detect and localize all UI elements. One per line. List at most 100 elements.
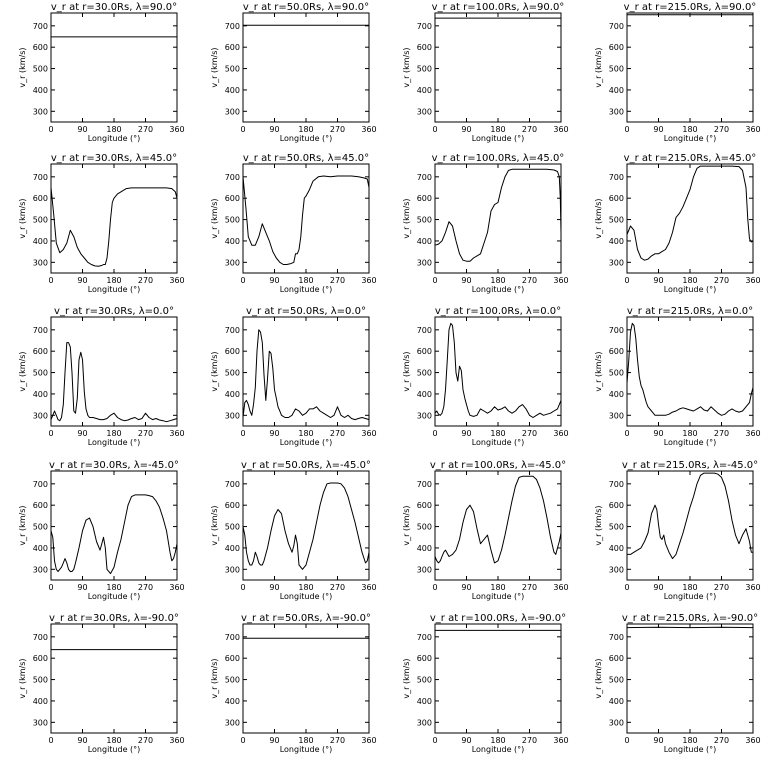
- x-tick-label: 90: [269, 736, 279, 745]
- x-tick-label: 90: [269, 429, 279, 438]
- x-axis-label: Longitude (°): [664, 745, 717, 754]
- subplot-20: v_r at r=215.0Rs, λ=-90.0° 0 90 180 270 360 30…: [594, 613, 761, 754]
- y-tick-label: 500: [417, 65, 432, 74]
- y-tick-label: 500: [417, 676, 432, 685]
- y-tick-label: 400: [33, 697, 48, 706]
- x-axis-label: Longitude (°): [664, 134, 717, 143]
- y-tick-label: 600: [417, 43, 432, 52]
- x-tick-label: 270: [330, 276, 345, 285]
- series-line: [50, 494, 178, 575]
- x-axis-label: Longitude (°): [472, 745, 525, 754]
- x-axis-label: Longitude (°): [88, 438, 141, 447]
- y-tick-label: 700: [417, 173, 432, 182]
- y-tick-label: 700: [609, 633, 624, 642]
- y-tick-label: 700: [417, 22, 432, 31]
- y-tick-label: 700: [33, 480, 48, 489]
- y-tick-label: 300: [33, 258, 48, 267]
- x-axis-label: Longitude (°): [88, 134, 141, 143]
- subplot-title: v_r at r=215.0Rs, λ=90.0°: [624, 2, 757, 13]
- x-tick-label: 270: [330, 125, 345, 134]
- y-axis-label: v_r (km/s): [18, 198, 27, 238]
- x-axis-label: Longitude (°): [472, 285, 525, 294]
- x-tick-label: 180: [682, 429, 697, 438]
- y-tick-label: 700: [33, 173, 48, 182]
- subplot-title: v_r at r=50.0Rs, λ=0.0°: [246, 306, 366, 317]
- x-tick-label: 90: [653, 125, 663, 134]
- y-tick-label: 400: [33, 237, 48, 246]
- y-tick-label: 400: [417, 697, 432, 706]
- x-tick-label: 270: [138, 125, 153, 134]
- subplot-3: v_r at r=100.0Rs, λ=90.0° 0 90 180 270 360 300…: [402, 2, 569, 143]
- series-line: [627, 472, 753, 560]
- x-tick-label: 90: [461, 736, 471, 745]
- x-tick-label: 0: [240, 429, 245, 438]
- y-tick-label: 400: [609, 237, 624, 246]
- x-axis-label: Longitude (°): [472, 438, 525, 447]
- x-tick-label: 360: [745, 583, 760, 592]
- y-tick-label: 300: [417, 107, 432, 116]
- x-tick-label: 270: [522, 429, 537, 438]
- y-tick-label: 300: [225, 107, 240, 116]
- subplot-title: v_r at r=50.0Rs, λ=-45.0°: [241, 460, 371, 471]
- x-tick-label: 360: [169, 429, 184, 438]
- x-tick-label: 360: [169, 125, 184, 134]
- y-tick-label: 600: [609, 194, 624, 203]
- x-axis-label: Longitude (°): [88, 745, 141, 754]
- y-tick-label: 600: [417, 654, 432, 663]
- y-tick-label: 400: [417, 390, 432, 399]
- subplot-title: v_r at r=100.0Rs, λ=-45.0°: [430, 460, 566, 471]
- x-tick-label: 360: [553, 125, 568, 134]
- x-tick-label: 360: [169, 583, 184, 592]
- y-tick-label: 400: [33, 86, 48, 95]
- x-tick-label: 180: [298, 736, 313, 745]
- y-axis-label: v_r (km/s): [210, 505, 219, 545]
- subplot-title: v_r at r=100.0Rs, λ=90.0°: [432, 2, 565, 13]
- x-tick-label: 360: [745, 276, 760, 285]
- y-tick-label: 700: [225, 633, 240, 642]
- y-tick-label: 600: [609, 347, 624, 356]
- x-tick-label: 180: [298, 276, 313, 285]
- y-tick-label: 400: [33, 544, 48, 553]
- y-tick-label: 600: [609, 501, 624, 510]
- x-tick-label: 90: [77, 125, 87, 134]
- x-tick-label: 0: [432, 736, 437, 745]
- x-tick-label: 270: [138, 583, 153, 592]
- y-axis-label: v_r (km/s): [18, 351, 27, 391]
- plot-frame: [434, 470, 562, 581]
- x-tick-label: 0: [624, 736, 629, 745]
- y-tick-label: 300: [417, 718, 432, 727]
- y-tick-label: 500: [225, 676, 240, 685]
- x-tick-label: 270: [522, 736, 537, 745]
- x-tick-label: 360: [361, 736, 376, 745]
- x-tick-label: 90: [269, 583, 279, 592]
- x-tick-label: 270: [714, 736, 729, 745]
- x-tick-label: 180: [490, 583, 505, 592]
- x-tick-label: 360: [745, 736, 760, 745]
- x-tick-label: 360: [361, 125, 376, 134]
- y-axis-label: v_r (km/s): [210, 198, 219, 238]
- y-tick-label: 700: [33, 633, 48, 642]
- y-tick-label: 400: [417, 544, 432, 553]
- x-tick-label: 0: [432, 583, 437, 592]
- x-tick-label: 270: [522, 276, 537, 285]
- y-tick-label: 600: [417, 347, 432, 356]
- plot-frame: [242, 623, 370, 734]
- x-tick-label: 180: [490, 125, 505, 134]
- plot-frame: [50, 163, 178, 274]
- y-tick-label: 600: [33, 347, 48, 356]
- y-tick-label: 700: [225, 326, 240, 335]
- y-tick-label: 700: [225, 173, 240, 182]
- series-line: [434, 475, 562, 564]
- y-tick-label: 700: [33, 22, 48, 31]
- y-tick-label: 400: [609, 697, 624, 706]
- x-axis-label: Longitude (°): [280, 592, 333, 601]
- y-tick-label: 500: [609, 523, 624, 532]
- x-tick-label: 360: [553, 736, 568, 745]
- x-tick-label: 90: [269, 125, 279, 134]
- x-tick-label: 0: [432, 276, 437, 285]
- x-tick-label: 180: [490, 429, 505, 438]
- subplot-16: v_r at r=215.0Rs, λ=-45.0° 0 90 180 270 360 30…: [594, 460, 761, 601]
- x-tick-label: 0: [624, 276, 629, 285]
- x-tick-label: 90: [461, 276, 471, 285]
- y-tick-label: 300: [417, 565, 432, 574]
